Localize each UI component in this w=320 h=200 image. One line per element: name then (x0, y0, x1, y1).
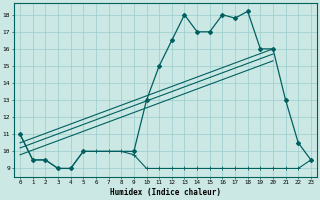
X-axis label: Humidex (Indice chaleur): Humidex (Indice chaleur) (110, 188, 221, 197)
